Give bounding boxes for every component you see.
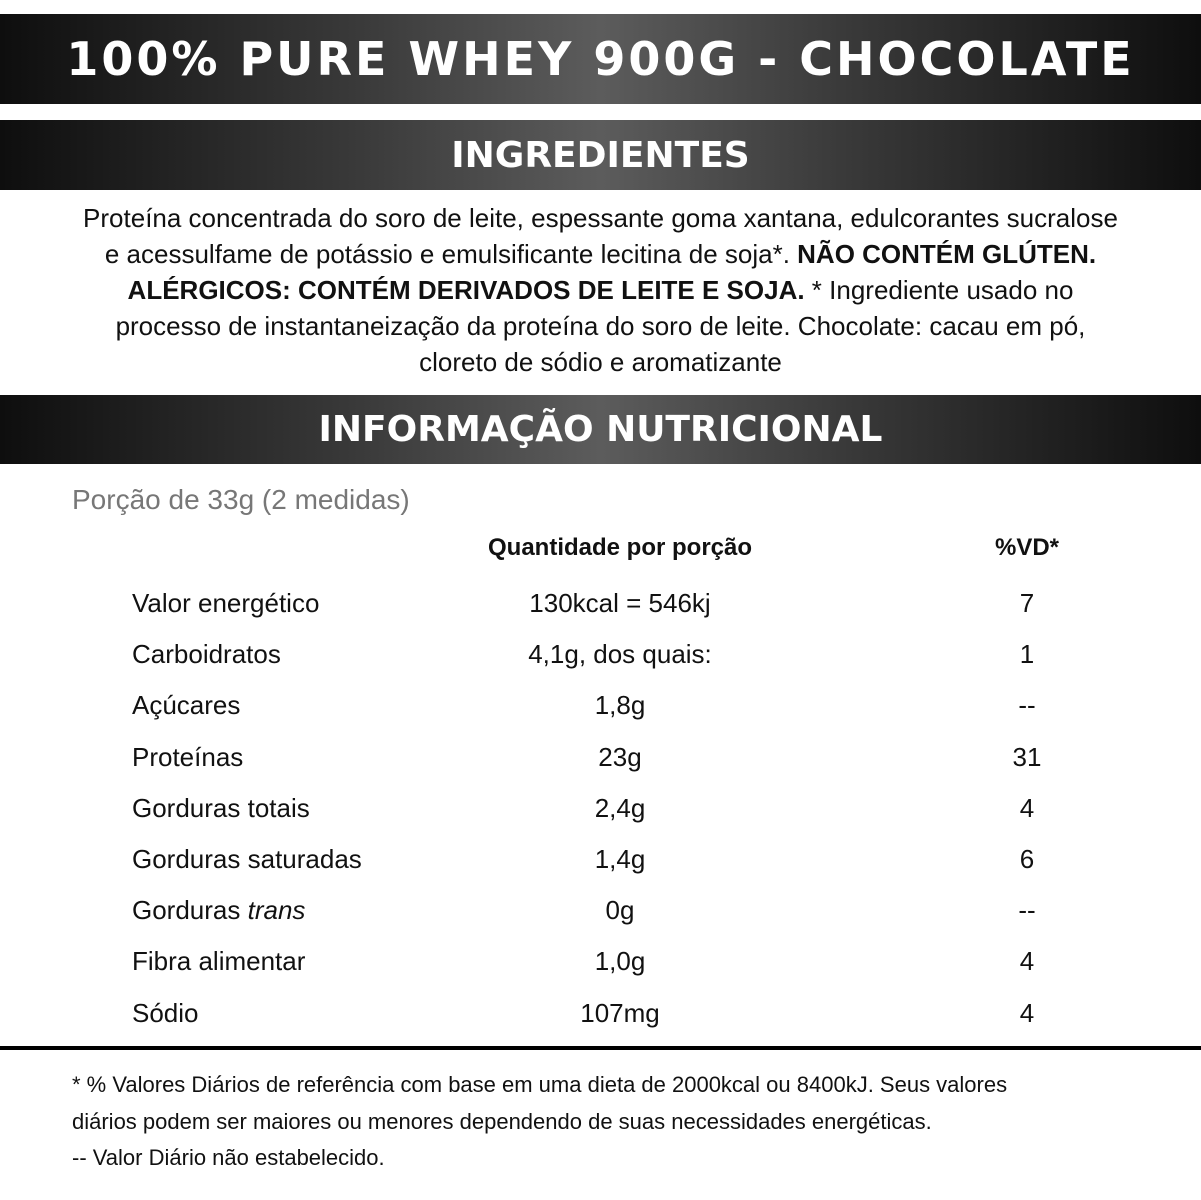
nutrient-dv: 6 — [1019, 844, 1035, 874]
nutrient-amount: 2,4g — [594, 792, 646, 823]
ingredients-text: Proteína concentrada do soro de leite, e… — [80, 200, 1121, 380]
ingredients-part: Proteína concentrada do soro de leite, e… — [83, 203, 1118, 269]
nutrient-amount: 1,4g — [594, 844, 646, 874]
serving: Porção de 33g (2 medidas) — [72, 484, 410, 515]
nutrient-name: Carboidratos — [132, 639, 281, 670]
column-header: Quantidade por porção — [487, 534, 753, 561]
nutrition-banner: INFORMAÇÃO NUTRICIONAL — [0, 395, 1201, 464]
nutrient-name-text: Fibra alimentar — [132, 946, 306, 977]
nutrient-amount: 23g — [598, 741, 642, 772]
footnote: * % Valores Diários de referência com ba… — [72, 1072, 1008, 1097]
nutrient-dv: 4 — [1019, 792, 1035, 823]
nutrient-name: Valor energético — [132, 588, 319, 619]
nutrient-name-text: Gorduras totais — [132, 792, 310, 823]
nutrient-name: Gorduras totais — [132, 793, 310, 824]
ingredients-banner: INGREDIENTES — [0, 120, 1201, 190]
nutrient-amount: 4,1g, dos quais: — [528, 639, 712, 670]
nutrient-amount: 130kcal = 546kj — [529, 588, 711, 618]
nutrient-name-text: Sódio — [132, 997, 199, 1028]
nutrient-name-text: Proteínas — [132, 741, 244, 772]
nutrient-dv: 4 — [1019, 946, 1035, 977]
nutrient-dv: 7 — [1019, 588, 1035, 618]
title: 100% PURE WHEY 900G - CHOCOLATE — [66, 32, 1135, 86]
nutrient-name-text: Açúcares — [132, 690, 241, 721]
nutrition-heading: INFORMAÇÃO NUTRICIONAL — [318, 409, 883, 450]
nutrient-name: Gorduras saturadas — [132, 844, 362, 875]
footnote: -- Valor Diário não estabelecido. — [72, 1145, 385, 1170]
nutrient-name: Proteínas — [132, 742, 243, 773]
nutrient-dv: -- — [1018, 690, 1036, 721]
nutrient-name-text: Carboidratos — [132, 639, 281, 670]
divider — [0, 1046, 1201, 1050]
nutrient-dv: 1 — [1019, 639, 1035, 670]
nutrient-dv: 31 — [1012, 741, 1042, 772]
title-banner: 100% PURE WHEY 900G - CHOCOLATE — [0, 14, 1201, 104]
nutrient-dv: -- — [1018, 895, 1036, 926]
nutrient-name: Sódio — [132, 998, 199, 1029]
nutrient-name-italic: trans — [247, 895, 306, 926]
nutrient-amount: 1,8g — [594, 690, 646, 721]
nutrient-name: Fibra alimentar — [132, 946, 305, 977]
ingredients-heading: INGREDIENTES — [451, 135, 750, 176]
nutrient-name: Açúcares — [132, 690, 240, 721]
column-header: %VD* — [994, 534, 1060, 561]
nutrient-amount: 107mg — [580, 997, 660, 1028]
ingredients-allergens: NÃO CONTÉM GLÚTEN. ALÉRGICOS: CONTÉM DER… — [127, 239, 1097, 305]
nutrient-dv: 4 — [1019, 997, 1035, 1028]
nutrient-amount: 0g — [605, 895, 635, 926]
nutrient-name: Gorduras trans — [132, 895, 305, 926]
ingredients-part: * Ingrediente usado no processo de insta… — [115, 275, 1086, 377]
footnote: diários podem ser maiores ou menores dep… — [72, 1108, 932, 1134]
nutrient-amount: 1,0g — [594, 946, 646, 977]
nutrient-name-text: Gorduras — [132, 895, 241, 926]
nutrient-name-text: Gorduras saturadas — [132, 844, 362, 874]
nutrient-name-text: Valor energético — [132, 588, 320, 618]
